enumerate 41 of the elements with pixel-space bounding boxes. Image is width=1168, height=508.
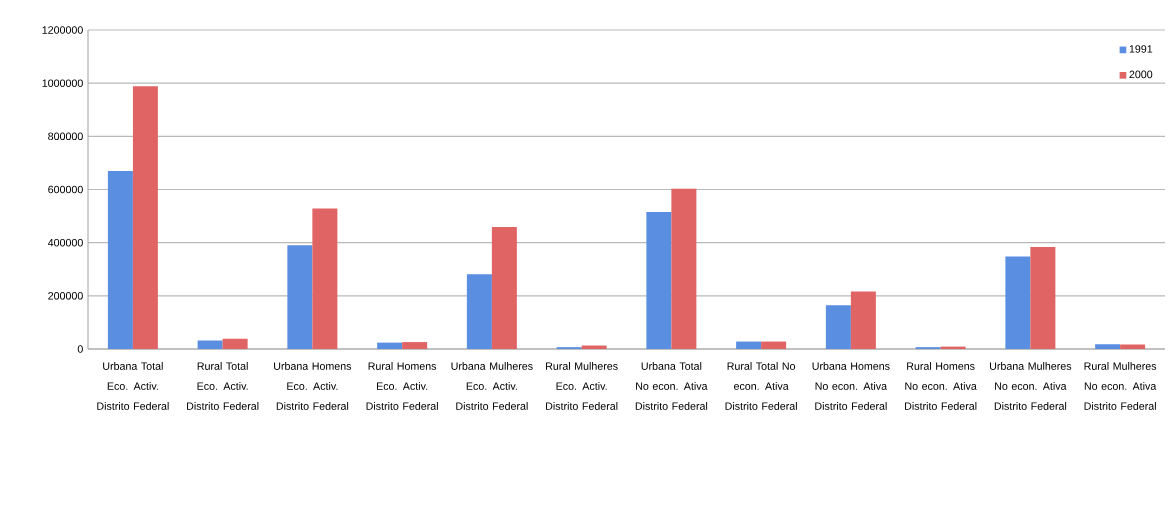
legend-label: 2000 xyxy=(1129,70,1153,79)
x-tick-label: Rural Homens Eco. Activ. Distrito Federal xyxy=(366,362,438,410)
bar xyxy=(197,340,223,349)
y-tick-label: 0 xyxy=(77,345,83,353)
bar xyxy=(312,208,338,349)
bar xyxy=(825,305,851,349)
y-tick-label: 600000 xyxy=(48,185,83,194)
bar xyxy=(646,212,672,349)
bar xyxy=(466,274,492,349)
x-tick-label: Rural Mulheres No econ. Ativa Distrito Federal xyxy=(1084,362,1157,410)
y-tick-label: 400000 xyxy=(47,238,83,247)
x-tick-label: Rural Homens No econ. Ativa Distrito Federal xyxy=(905,362,977,410)
bar xyxy=(491,226,517,349)
bar xyxy=(1030,246,1056,349)
y-tick-label: 200000 xyxy=(48,292,83,300)
y-tick-label: 800000 xyxy=(48,132,83,141)
x-tick-label: Rural Total Eco. Activ. Distrito Federal xyxy=(187,362,259,410)
bar xyxy=(850,291,876,349)
y-tick-label: 1200000 xyxy=(42,26,83,34)
x-tick-label: Urbana Total Eco. Activ. Distrito Federal xyxy=(97,362,169,410)
x-tick-label: Rural Mulheres Eco. Activ. Distrito Federal xyxy=(546,362,618,410)
bar xyxy=(107,170,133,349)
bar xyxy=(377,342,403,349)
bar xyxy=(1005,256,1031,349)
y-tick-label: 1000000 xyxy=(42,79,83,87)
x-tick-label: Urbana Homens Eco. Activ. Distrito Federal xyxy=(274,362,352,410)
bar xyxy=(761,341,787,349)
x-tick-label: Urbana Homens No econ. Ativa Distrito Federal xyxy=(812,362,890,410)
bar xyxy=(736,341,762,349)
bar xyxy=(222,338,248,349)
x-tick-label: Rural Total No econ. Ativa Distrito Federal xyxy=(725,362,797,410)
bar xyxy=(1120,344,1146,349)
bar xyxy=(402,342,428,349)
legend-label: 1991 xyxy=(1129,45,1153,53)
x-tick-label: Urbana Total No econ. Ativa Distrito Federal xyxy=(635,362,708,410)
bar xyxy=(1095,344,1121,349)
bar xyxy=(132,86,158,349)
x-tick-label: Urbana Mulheres Eco. Activ. Distrito Federal xyxy=(451,362,533,410)
bar xyxy=(287,245,313,349)
x-tick-label: Urbana Mulheres No econ. Ativa Distrito Federal xyxy=(989,362,1072,410)
bar xyxy=(671,188,697,349)
